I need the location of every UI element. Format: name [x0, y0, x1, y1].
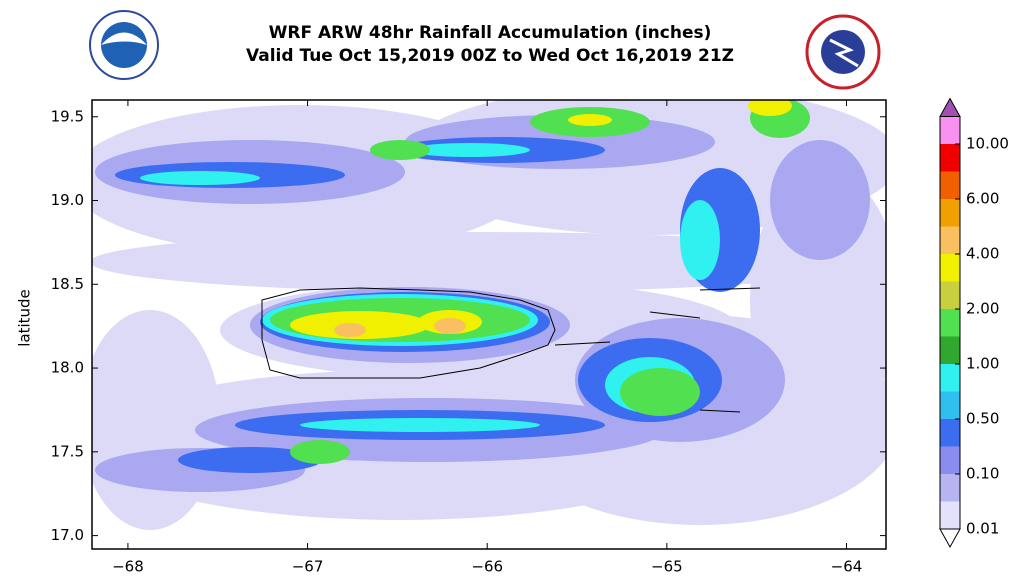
x-tick-label: −68: [112, 558, 144, 576]
noaa-logo: [89, 10, 159, 80]
colorbar-label: 10.00: [966, 135, 1009, 153]
colorbar-segment: [940, 336, 960, 364]
colorbar-segment: [940, 144, 960, 172]
colorbar-segment: [940, 226, 960, 254]
y-tick-label: 18.0: [51, 359, 84, 377]
y-tick-label: 19.0: [51, 191, 84, 209]
colorbar-segment: [940, 171, 960, 199]
y-tick-label: 19.5: [51, 107, 84, 125]
y-axis-label: latitude: [16, 289, 34, 347]
colorbar-segment: [940, 254, 960, 282]
colorbar-segment: [940, 116, 960, 144]
colorbar-segment: [940, 474, 960, 502]
rainfall-field: [92, 100, 886, 549]
colorbar-label: 6.00: [966, 190, 999, 208]
chart-subtitle: Valid Tue Oct 15,2019 00Z to Wed Oct 16,…: [246, 46, 734, 66]
colorbar-segment: [940, 419, 960, 447]
y-tick-label: 17.5: [51, 442, 84, 460]
colorbar-segment: [940, 501, 960, 529]
y-tick-label: 18.5: [51, 275, 84, 293]
colorbar-segment: [940, 281, 960, 309]
y-tick-label: 17.0: [51, 526, 84, 544]
colorbar-frame: [939, 116, 961, 530]
colorbar-label: 0.10: [966, 465, 999, 483]
colorbar-segment: [940, 199, 960, 227]
x-tick-label: −67: [292, 558, 324, 576]
chart-title: WRF ARW 48hr Rainfall Accumulation (inch…: [269, 23, 712, 43]
x-tick-label: −66: [471, 558, 503, 576]
colorbar-label: 1.00: [966, 355, 999, 373]
nws-logo: [805, 14, 881, 90]
colorbar-label: 0.01: [966, 520, 999, 538]
colorbar-segment: [940, 446, 960, 474]
colorbar-over: [939, 97, 961, 117]
colorbar-label: 4.00: [966, 245, 999, 263]
colorbar-segment: [940, 309, 960, 337]
plot-frame: [91, 99, 887, 550]
colorbar-under: [939, 528, 961, 549]
x-tick-label: −64: [831, 558, 863, 576]
colorbar-segment: [940, 391, 960, 419]
x-tick-label: −65: [651, 558, 683, 576]
colorbar-segment: [940, 364, 960, 392]
colorbar-label: 2.00: [966, 300, 999, 318]
colorbar-label: 0.50: [966, 410, 999, 428]
